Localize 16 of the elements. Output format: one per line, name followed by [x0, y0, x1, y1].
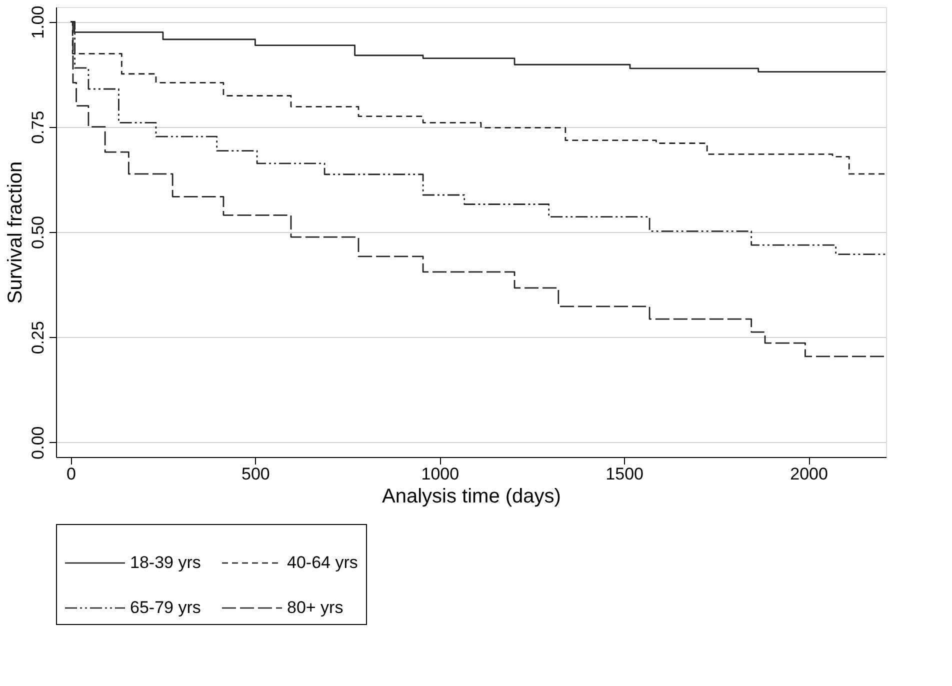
x-tick-label: 1500 — [606, 464, 644, 484]
y-axis-title: Survival fraction — [4, 161, 26, 304]
legend-label: 18-39 yrs — [130, 553, 201, 572]
legend-label: 65-79 yrs — [130, 598, 201, 617]
x-tick-label: 2000 — [790, 464, 828, 484]
x-axis-title: Analysis time (days) — [382, 486, 561, 508]
y-tick-label: 0.50 — [28, 216, 48, 250]
x-tick-label: 500 — [242, 464, 270, 484]
y-tick-label: 0.25 — [28, 321, 48, 354]
x-tick-label: 0 — [66, 464, 76, 484]
y-tick-label: 1.00 — [28, 6, 48, 39]
y-tick-label: 0.75 — [28, 110, 48, 144]
x-tick-label: 1000 — [421, 464, 460, 484]
legend-label: 80+ yrs — [287, 598, 344, 617]
legend-label: 40-64 yrs — [287, 553, 358, 572]
y-tick-label: 0.00 — [28, 426, 48, 460]
